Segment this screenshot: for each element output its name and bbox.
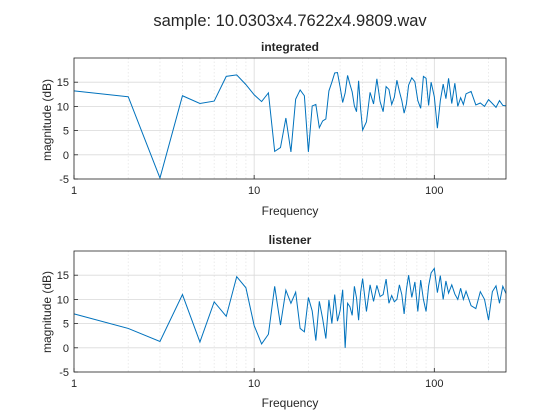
data-line [73,267,507,348]
y-tick-labels: -5 0 5 10 15 [57,270,78,379]
x-tick-label: 10 [248,185,260,197]
y-tick-label: 5 [63,126,69,138]
grid [73,251,506,373]
y-tick-label: 5 [63,319,69,331]
subplot-listener: listener 1 10 100 -5 0 5 10 15 Frequency magni… [40,233,507,410]
subplot-title: listener [269,233,312,247]
y-tick-label: 10 [57,101,69,113]
x-tick-label: 100 [425,185,443,197]
x-tick-label: 10 [248,378,260,390]
data-line [73,71,507,180]
y-tick-label: -5 [59,367,69,379]
x-axis-label: Frequency [262,396,319,410]
y-axis-label: magnitude (dB) [40,79,54,161]
y-tick-label: 15 [57,270,69,282]
figure-title: sample: 10.0303x4.7622x4.9809.wav [153,12,427,30]
y-tick-labels: -5 0 5 10 15 [57,77,78,186]
axes-box [73,57,507,180]
y-tick-label: 15 [57,77,69,89]
y-axis-label: magnitude (dB) [40,271,54,353]
x-axis-label: Frequency [262,204,319,218]
y-tick-label: 0 [63,343,69,355]
grid [73,58,506,180]
x-tick-labels: 1 10 100 [71,175,443,197]
y-tick-label: 10 [57,294,69,306]
x-tick-labels: 1 10 100 [71,368,443,390]
y-tick-label: 0 [63,150,69,162]
x-tick-label: 1 [71,185,77,197]
subplot-integrated: integrated 1 10 100 -5 0 5 10 15 Frequency mag… [40,40,507,218]
y-tick-label: -5 [59,174,69,186]
x-tick-label: 1 [71,378,77,390]
x-tick-label: 100 [425,378,443,390]
subplot-title: integrated [261,40,319,54]
axes-box [73,250,507,373]
